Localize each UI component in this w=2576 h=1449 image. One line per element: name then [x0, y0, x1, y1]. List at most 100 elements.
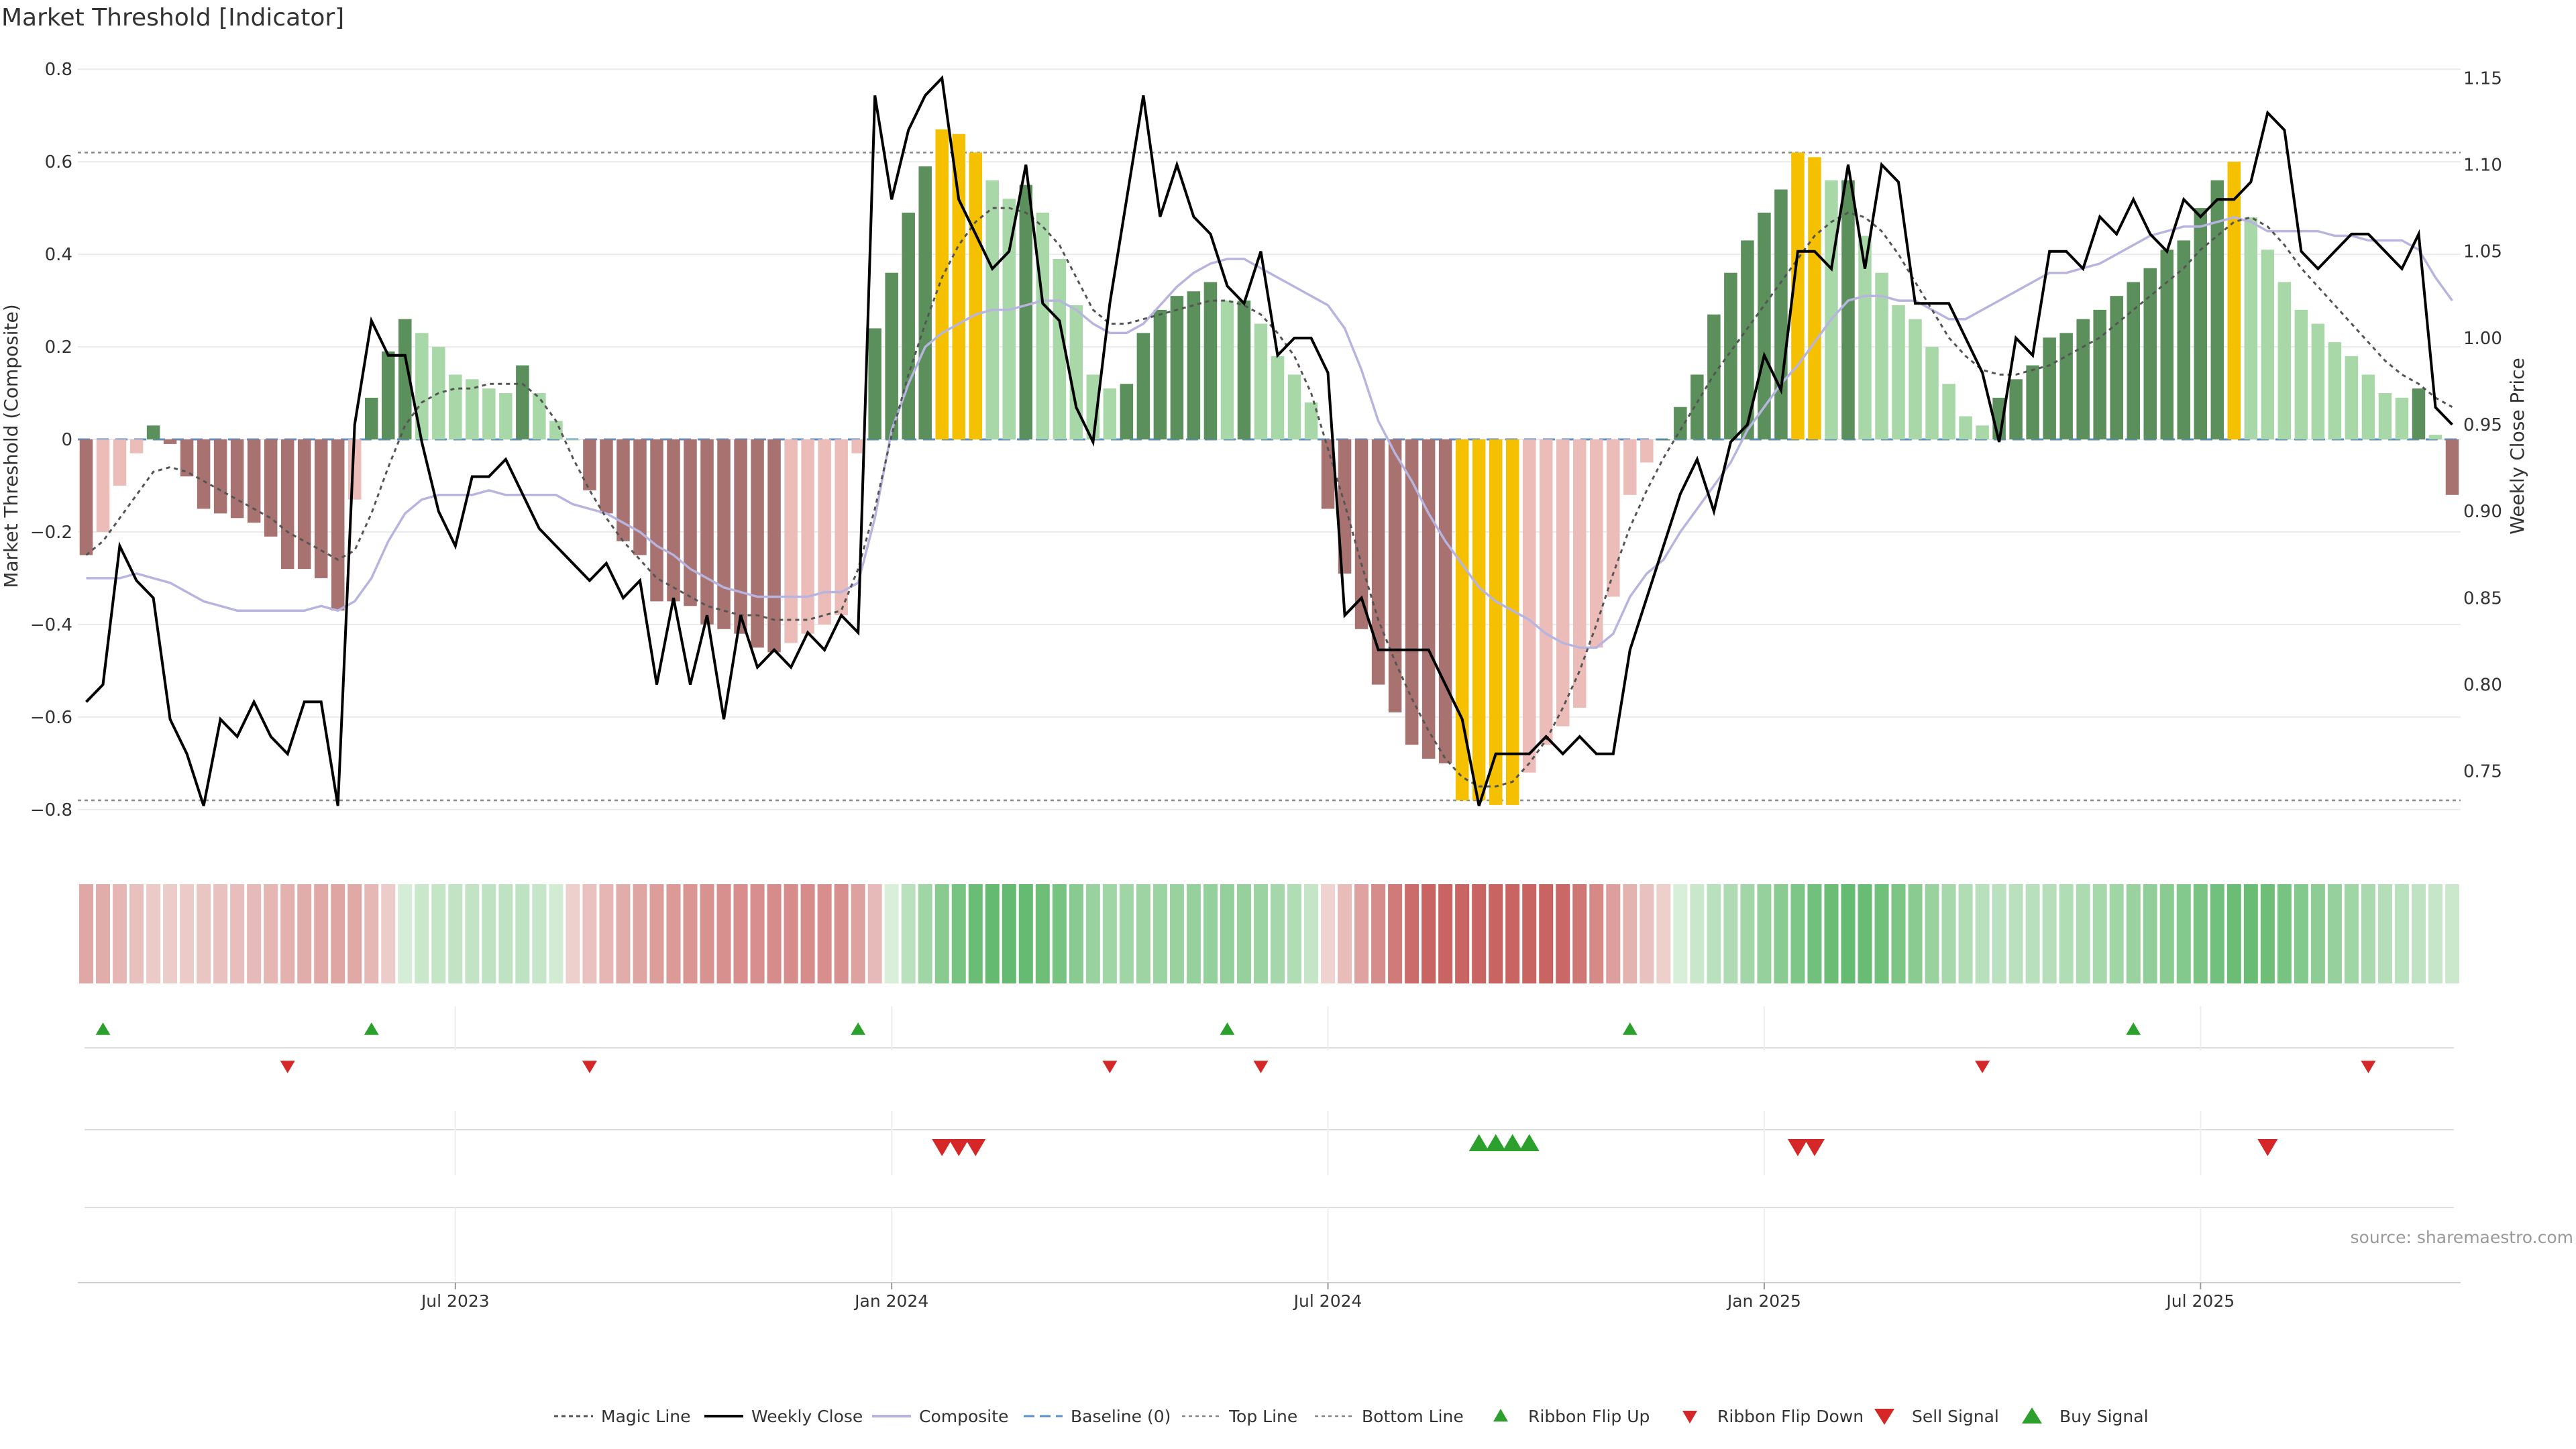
- ribbon-cell: [767, 884, 782, 983]
- ribbon-cell: [1572, 884, 1587, 983]
- composite-bar: [700, 439, 714, 625]
- ribbon-cell: [582, 884, 597, 983]
- ribbon-cell: [1958, 884, 1973, 983]
- ribbon-cell: [1438, 884, 1453, 983]
- composite-bar: [1875, 272, 1888, 439]
- left-y-axis: −0.8 −0.6 −0.4 −0.2 0 0.2 0.4 0.6 0.8: [30, 60, 72, 820]
- composite-bar: [1254, 323, 1268, 439]
- ribbon-cell: [1656, 884, 1671, 983]
- composite-bar: [1153, 309, 1167, 439]
- ribbon-cell: [1824, 884, 1839, 983]
- y2-tick-label: 1.05: [2463, 242, 2502, 262]
- ribbon-cell: [2294, 884, 2308, 983]
- ribbon-cell: [364, 884, 379, 983]
- sell-signal-marker: [932, 1139, 953, 1157]
- composite-bar: [1187, 291, 1201, 439]
- ribbon-cell: [968, 884, 983, 983]
- legend-item: Weekly Close: [704, 1407, 863, 1426]
- ribbon-cell: [1371, 884, 1386, 983]
- ribbon-cell: [381, 884, 396, 983]
- legend-label: Baseline (0): [1071, 1407, 1171, 1426]
- composite-bar: [1556, 439, 1570, 727]
- composite-bar: [2277, 282, 2292, 439]
- composite-bar: [2328, 342, 2342, 439]
- composite-bar: [1354, 439, 1368, 629]
- ribbon-cell: [280, 884, 295, 983]
- ribbon-cell: [331, 884, 345, 983]
- y-tick-label: −0.8: [30, 800, 72, 820]
- ribbon-cell: [2042, 884, 2057, 983]
- composite-bar: [2294, 309, 2308, 439]
- composite-bar: [751, 439, 764, 648]
- y2-tick-label: 0.90: [2463, 502, 2502, 522]
- signal-panels: [85, 1006, 2454, 1281]
- y-tick-label: −0.4: [30, 615, 72, 635]
- composite-bar: [1421, 439, 1436, 759]
- ribbon-cell: [1790, 884, 1805, 983]
- ribbon-cell: [1152, 884, 1167, 983]
- composite-bar: [549, 421, 563, 439]
- ribbon-cell: [1908, 884, 1923, 983]
- composite-bar: [784, 439, 798, 643]
- composite-bar: [1271, 356, 1285, 439]
- x-tick-label: Jul 2024: [1293, 1291, 1362, 1311]
- ribbon-cell: [1169, 884, 1184, 983]
- ribbon-cell: [2226, 884, 2241, 983]
- composite-bars: [79, 129, 2459, 805]
- ribbon-cell: [1236, 884, 1251, 983]
- ribbon-flip-down-marker: [1102, 1061, 1118, 1073]
- composite-bar: [2445, 439, 2459, 495]
- ribbon-cell: [230, 884, 245, 983]
- legend-label: Weekly Close: [751, 1407, 863, 1426]
- ribbon-cell: [448, 884, 463, 983]
- composite-bar: [482, 388, 496, 439]
- ribbon-cell: [465, 884, 480, 983]
- composite-bar: [264, 439, 278, 537]
- ribbon-cell: [1673, 884, 1688, 983]
- legend-label: Composite: [919, 1407, 1008, 1426]
- composite-bar: [1573, 439, 1587, 708]
- ribbon-cell: [1891, 884, 1906, 983]
- composite-bar: [1405, 439, 1419, 745]
- legend-item: Ribbon Flip Up: [1493, 1407, 1650, 1426]
- composite-bar: [566, 439, 580, 441]
- ribbon-cell: [1253, 884, 1268, 983]
- legend-item: Buy Signal: [2022, 1407, 2149, 1426]
- composite-bar: [129, 439, 144, 453]
- composite-bar: [1472, 439, 1486, 801]
- composite-bar: [600, 439, 613, 514]
- legend-label: Sell Signal: [1912, 1407, 1999, 1426]
- composite-bar: [163, 439, 177, 444]
- ribbon-cell: [398, 884, 413, 983]
- legend-item: Composite: [872, 1407, 1008, 1426]
- composite-bar: [449, 374, 462, 439]
- composite-bar: [734, 439, 747, 634]
- ribbon-cell: [1018, 884, 1033, 983]
- composite-bar: [466, 379, 479, 439]
- composite-bar: [1438, 439, 1452, 763]
- ribbon-cell: [2076, 884, 2090, 983]
- ribbon-cell: [1992, 884, 2006, 983]
- composite-bar: [1338, 439, 1352, 574]
- buy-signal-marker: [1468, 1134, 1489, 1151]
- ribbon-cell: [1455, 884, 1470, 983]
- ribbon-flip-down-marker: [1975, 1061, 1990, 1073]
- ribbon-cell: [1220, 884, 1234, 983]
- ribbon-cell: [1690, 884, 1705, 983]
- composite-bar: [415, 333, 429, 439]
- ribbon-cell: [1606, 884, 1621, 983]
- composite-bar: [1053, 258, 1067, 439]
- ribbon-cell: [515, 884, 530, 983]
- ribbon-cell: [566, 884, 580, 983]
- ribbon-flip-down-marker: [1253, 1061, 1269, 1073]
- ribbon-cell: [113, 884, 127, 983]
- y2-tick-label: 1.15: [2463, 68, 2502, 89]
- composite-bar: [1808, 157, 1821, 439]
- composite-bar: [1019, 184, 1033, 439]
- composite-bar: [1841, 180, 1855, 439]
- ribbon-cell: [1505, 884, 1520, 983]
- composite-bar: [633, 439, 647, 555]
- ribbon-cell: [79, 884, 94, 983]
- y-tick-label: −0.2: [30, 523, 72, 543]
